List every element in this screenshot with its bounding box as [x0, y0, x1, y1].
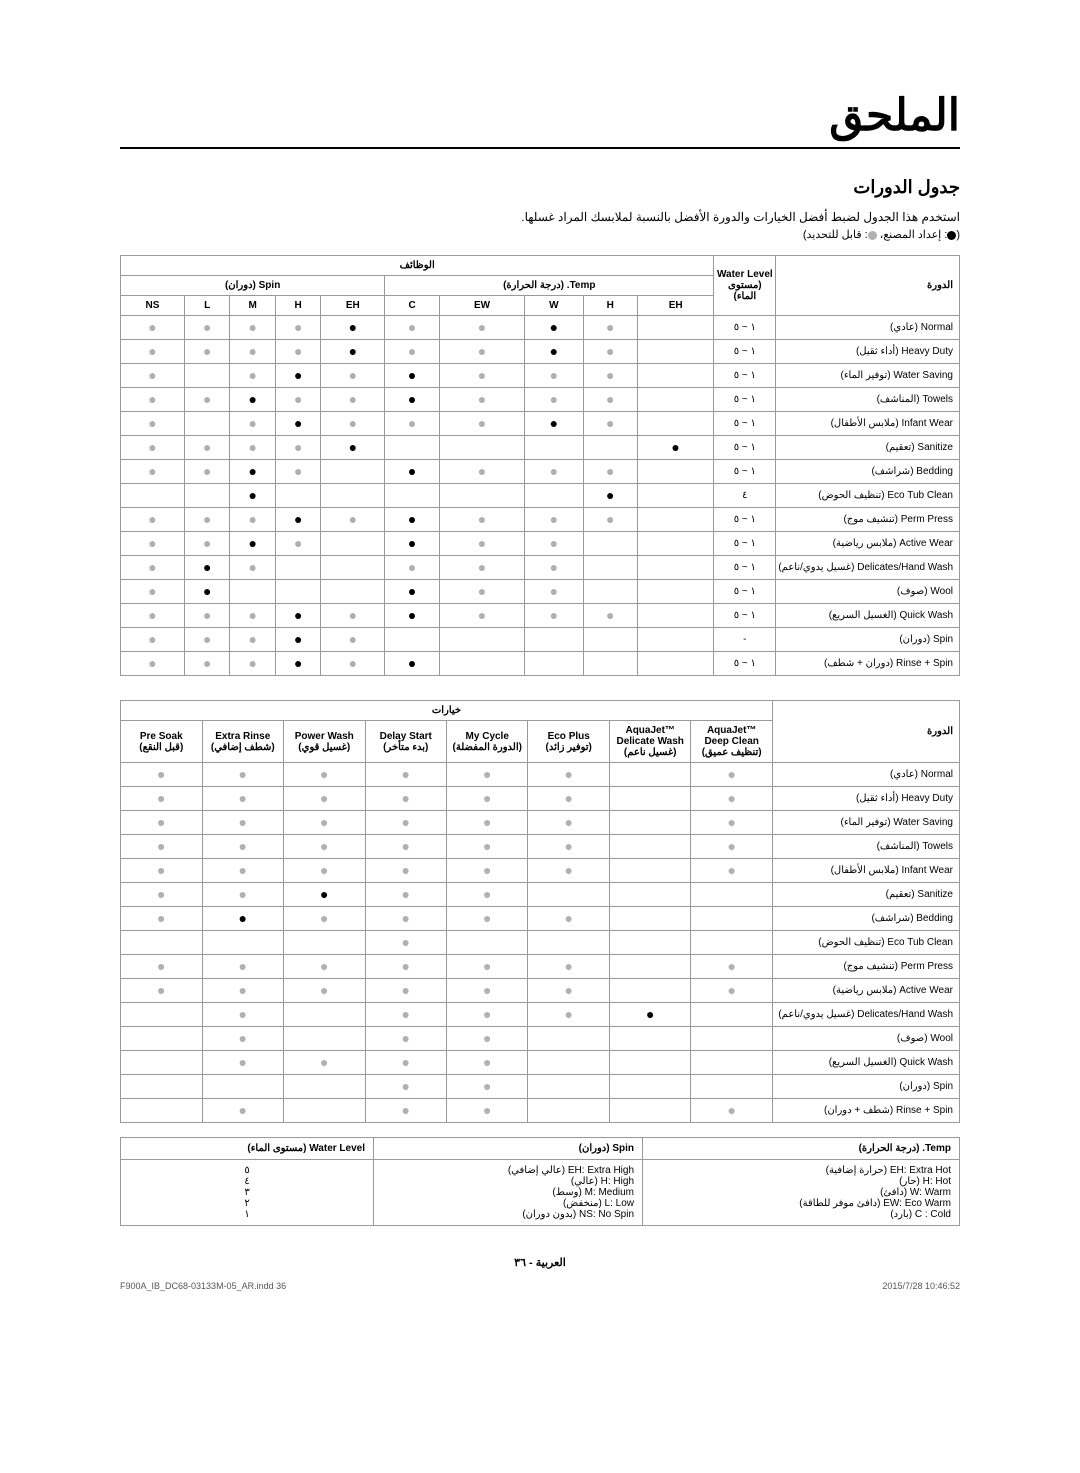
table-cycle-cell: Spin (دوران): [772, 1075, 959, 1099]
table-cycle-cell: Normal (عادي): [776, 316, 960, 340]
table-cycle-cell: Heavy Duty (أداء ثقيل): [776, 340, 960, 364]
table-cycle-cell: Sanitize (تعقيم): [772, 883, 959, 907]
table-cycle-cell: Eco Tub Clean (تنظيف الحوض): [772, 931, 959, 955]
table-cycle-cell: Bedding (شراشف): [772, 907, 959, 931]
legend-text: (: إعداد المصنع، : قابل للتحديد): [120, 228, 960, 241]
table-cycle-cell: Towels (المناشف): [772, 835, 959, 859]
table-cycle-cell: Normal (عادي): [772, 763, 959, 787]
intro-text: استخدم هذا الجدول لضبط أفضل الخيارات وال…: [120, 210, 960, 224]
legend-table: Temp. (درجة الحرارة)Spin (دوران)Water Le…: [120, 1137, 960, 1226]
table-cycle-cell: Delicates/Hand Wash (غسيل يدوي/ناعم): [772, 1003, 959, 1027]
table-cycle-cell: Heavy Duty (أداء ثقيل): [772, 787, 959, 811]
table-cycle-cell: Water Saving (توفير الماء): [776, 364, 960, 388]
table-cycle-cell: Active Wear (ملابس رياضية): [776, 532, 960, 556]
table-cycle-cell: Spin (دوران): [776, 628, 960, 652]
table-cycle-cell: Active Wear (ملابس رياضية): [772, 979, 959, 1003]
table-cycle-cell: Wool (صوف): [776, 580, 960, 604]
page-footer: العربية - ٣٦: [120, 1256, 960, 1269]
table-cycle-cell: Quick Wash (الغسيل السريع): [776, 604, 960, 628]
table-cycle-cell: Delicates/Hand Wash (غسيل يدوي/ناعم): [776, 556, 960, 580]
options-table: الدورةخيارات™AquaJetDeep Clean(تنظيف عمي…: [120, 700, 960, 1123]
functions-table: الدورةWater Level(مستوى الماء)الوظائفTem…: [120, 255, 960, 676]
table-cycle-cell: Rinse + Spin (دوران + شطف): [776, 652, 960, 676]
table-cycle-cell: Sanitize (تعقيم): [776, 436, 960, 460]
table-cycle-cell: Towels (المناشف): [776, 388, 960, 412]
functions-table-wrap: الدورةWater Level(مستوى الماء)الوظائفTem…: [120, 255, 960, 676]
meta-right: 2015/7/28 10:46:52: [882, 1281, 960, 1291]
table-cycle-cell: Wool (صوف): [772, 1027, 959, 1051]
table-cycle-cell: Quick Wash (الغسيل السريع): [772, 1051, 959, 1075]
table-cycle-cell: Perm Press (تنشيف موج): [776, 508, 960, 532]
table-cycle-cell: Infant Wear (ملابس الأطفال): [776, 412, 960, 436]
table-cycle-cell: Bedding (شراشف): [776, 460, 960, 484]
table-cycle-cell: Infant Wear (ملابس الأطفال): [772, 859, 959, 883]
table-cycle-cell: Water Saving (توفير الماء): [772, 811, 959, 835]
options-table-wrap: الدورةخيارات™AquaJetDeep Clean(تنظيف عمي…: [120, 700, 960, 1123]
section-title: جدول الدورات: [120, 177, 960, 198]
table-cycle-cell: Eco Tub Clean (تنظيف الحوض): [776, 484, 960, 508]
table-cycle-cell: Rinse + Spin (شطف + دوران): [772, 1099, 959, 1123]
table-cycle-cell: Perm Press (تنشيف موج): [772, 955, 959, 979]
page-title: الملحق: [120, 90, 960, 149]
footer-meta: F900A_IB_DC68-03133M-05_AR.indd 36 2015/…: [120, 1281, 960, 1291]
meta-left: F900A_IB_DC68-03133M-05_AR.indd 36: [120, 1281, 286, 1291]
